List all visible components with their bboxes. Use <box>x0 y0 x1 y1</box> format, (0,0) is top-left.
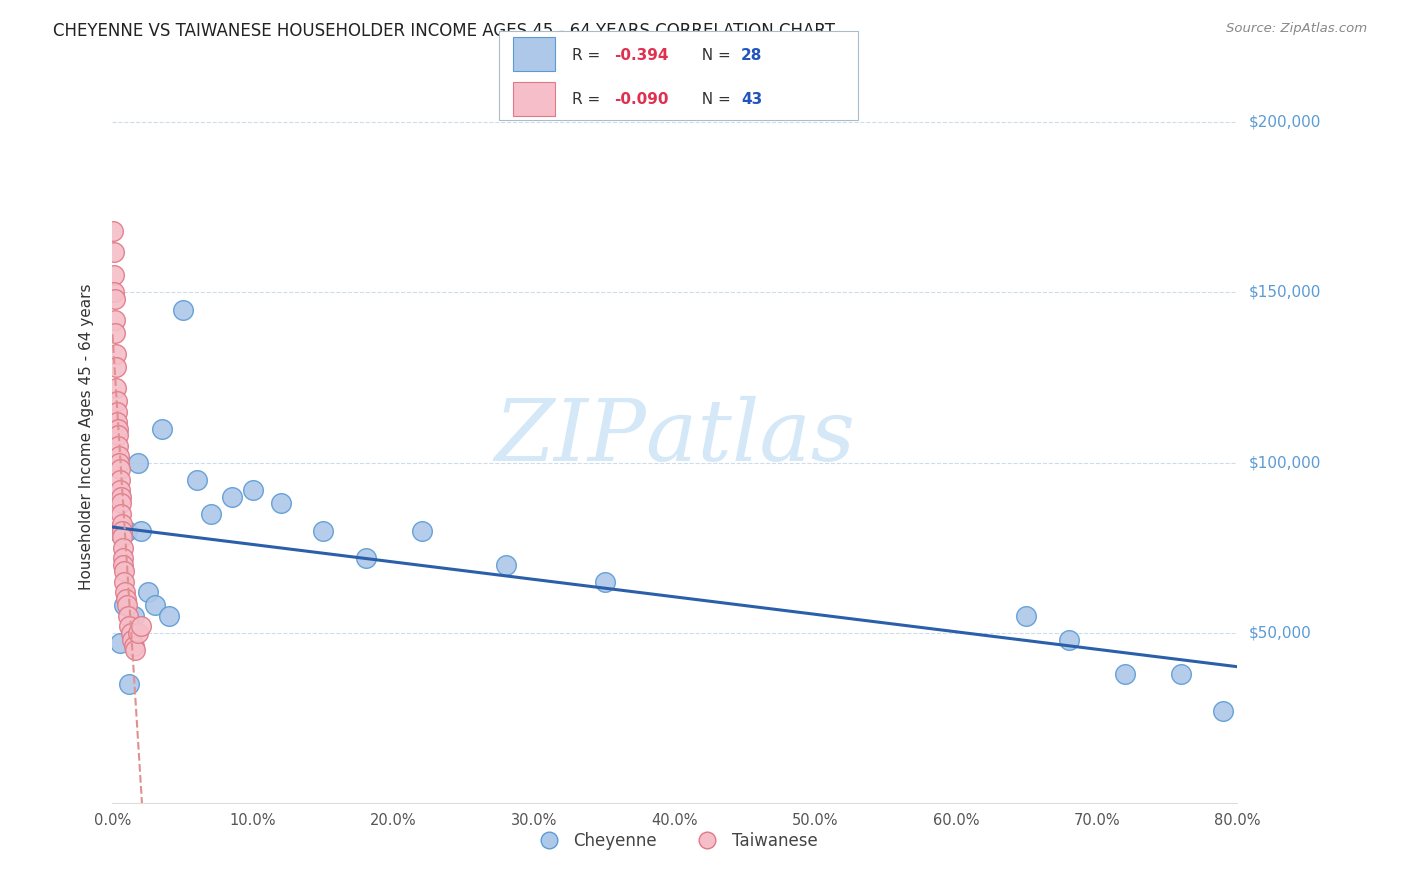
Point <box>270 496 292 510</box>
Point <box>129 619 152 633</box>
Point <box>312 524 335 538</box>
Point <box>186 473 208 487</box>
Point <box>103 224 124 238</box>
Text: 28: 28 <box>741 48 762 62</box>
Point <box>136 585 159 599</box>
Point <box>105 394 128 409</box>
Text: $200,000: $200,000 <box>1249 115 1320 130</box>
Y-axis label: Householder Income Ages 45 - 64 years: Householder Income Ages 45 - 64 years <box>79 284 94 591</box>
Point <box>157 608 180 623</box>
Text: CHEYENNE VS TAIWANESE HOUSEHOLDER INCOME AGES 45 - 64 YEARS CORRELATION CHART: CHEYENNE VS TAIWANESE HOUSEHOLDER INCOME… <box>53 22 835 40</box>
Point <box>1170 666 1192 681</box>
Point <box>107 439 129 453</box>
Point <box>108 449 129 463</box>
Point <box>129 524 152 538</box>
Point <box>1114 666 1136 681</box>
Point <box>1212 704 1234 718</box>
Text: ZIP​atlas: ZIP​atlas <box>495 396 855 478</box>
Point <box>104 326 127 341</box>
Point <box>1057 632 1080 647</box>
Point <box>200 507 222 521</box>
Point <box>108 473 131 487</box>
Point <box>122 608 145 623</box>
Point <box>127 456 149 470</box>
Point <box>103 244 125 259</box>
Point <box>110 490 132 504</box>
Point <box>104 347 127 361</box>
Text: $100,000: $100,000 <box>1249 455 1320 470</box>
Point <box>120 625 142 640</box>
Text: R =: R = <box>572 48 606 62</box>
Point <box>108 636 131 650</box>
Point <box>118 677 141 691</box>
Point <box>121 632 143 647</box>
Text: -0.394: -0.394 <box>614 48 669 62</box>
Point <box>221 490 243 504</box>
Point <box>114 574 135 589</box>
Point <box>110 483 132 497</box>
Point <box>242 483 264 497</box>
Point <box>115 524 138 538</box>
Point <box>593 574 616 589</box>
Point <box>411 524 433 538</box>
Point <box>124 642 146 657</box>
Point <box>118 619 141 633</box>
Point <box>117 608 139 623</box>
Text: N =: N = <box>692 48 735 62</box>
Point <box>150 421 173 435</box>
Point <box>107 428 129 442</box>
Point <box>111 516 132 531</box>
Point <box>112 599 135 613</box>
Point <box>143 599 166 613</box>
Point <box>112 558 135 572</box>
Text: $50,000: $50,000 <box>1249 625 1312 640</box>
Text: N =: N = <box>692 93 735 107</box>
Point <box>104 293 127 307</box>
Text: -0.090: -0.090 <box>614 93 669 107</box>
Point <box>495 558 517 572</box>
Point <box>127 625 149 640</box>
Point <box>172 302 194 317</box>
Point <box>1015 608 1038 623</box>
Point <box>108 462 131 476</box>
Point <box>115 599 138 613</box>
Point <box>354 550 377 565</box>
Point <box>112 565 135 579</box>
Text: R =: R = <box>572 93 606 107</box>
Point <box>114 585 136 599</box>
Point <box>104 312 127 326</box>
Point <box>111 541 134 555</box>
Text: 43: 43 <box>741 93 762 107</box>
Point <box>111 524 134 538</box>
Point <box>122 640 145 654</box>
Point <box>105 360 127 375</box>
Point <box>103 268 125 283</box>
Point <box>112 550 135 565</box>
Text: $150,000: $150,000 <box>1249 285 1320 300</box>
Point <box>110 496 132 510</box>
Text: Source: ZipAtlas.com: Source: ZipAtlas.com <box>1226 22 1367 36</box>
Point <box>105 524 128 538</box>
Legend: Cheyenne, Taiwanese: Cheyenne, Taiwanese <box>526 825 824 856</box>
Point <box>107 421 129 435</box>
Point <box>111 531 134 545</box>
Point <box>105 381 128 395</box>
Point <box>107 415 129 429</box>
Point <box>103 285 125 300</box>
Point <box>105 404 128 418</box>
Point <box>110 507 132 521</box>
Point <box>108 456 131 470</box>
Point <box>115 591 138 606</box>
